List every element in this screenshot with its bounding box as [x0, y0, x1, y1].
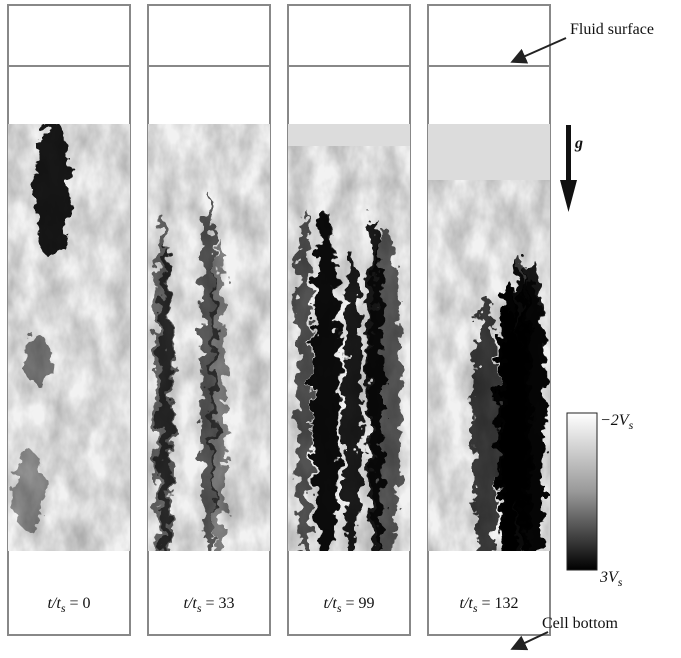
streak	[369, 227, 402, 551]
gravity-arrow-head	[560, 180, 577, 212]
colorbar-bottom-label: 3Vs	[599, 569, 623, 589]
colorbar	[566, 412, 598, 571]
panel: t/ts = 99	[287, 4, 411, 636]
panel: t/ts = 33	[147, 4, 271, 636]
streak	[312, 214, 340, 551]
panel: t/ts = 0	[7, 4, 131, 636]
time-value: = 99	[341, 595, 374, 612]
streak	[24, 335, 52, 385]
time-ratio: t/t	[47, 595, 61, 612]
velocity-field	[8, 124, 130, 551]
clear-fluid	[288, 124, 410, 146]
streak	[12, 450, 44, 530]
velocity-field	[148, 124, 270, 551]
time-value: = 0	[65, 595, 90, 612]
clear-fluid	[428, 124, 550, 180]
streak	[158, 248, 174, 551]
streak	[200, 192, 216, 551]
time-subscript: s	[61, 601, 66, 615]
time-subscript: s	[337, 601, 342, 615]
time-value: = 33	[201, 595, 234, 612]
dark-streaks	[154, 192, 226, 551]
fluid-surface-arrow	[510, 37, 567, 64]
gravity-arrow-shaft	[566, 125, 571, 185]
colorbar-top-label: −2Vs	[600, 412, 634, 432]
time-ratio: t/t	[459, 595, 473, 612]
streak	[296, 207, 312, 551]
time-subscript: s	[197, 601, 202, 615]
time-ratio: t/t	[323, 595, 337, 612]
streak	[35, 124, 71, 260]
time-label: t/ts = 99	[323, 595, 374, 615]
streak	[343, 252, 362, 551]
panel: t/ts = 132	[427, 4, 551, 636]
time-subscript: s	[473, 601, 478, 615]
dark-streaks	[12, 124, 71, 530]
time-label: t/ts = 0	[47, 595, 90, 615]
time-label: t/ts = 132	[459, 595, 518, 615]
time-ratio: t/t	[183, 595, 197, 612]
fluid-surface-label: Fluid surface	[570, 21, 654, 38]
velocity-field	[288, 124, 410, 551]
cell-bottom-arrow	[510, 631, 549, 651]
cell-bottom-label: Cell bottom	[542, 615, 619, 632]
time-value: = 132	[477, 595, 518, 612]
time-label: t/ts = 33	[183, 595, 234, 615]
panels: t/ts = 0 t/ts = 33 t/ts = 99 t/ts = 132	[7, 4, 551, 636]
dark-streaks	[296, 207, 402, 551]
velocity-field	[428, 124, 550, 551]
streak	[472, 295, 499, 551]
dark-streaks	[472, 257, 546, 551]
streak	[509, 257, 532, 551]
gravity-label: g	[574, 135, 583, 152]
